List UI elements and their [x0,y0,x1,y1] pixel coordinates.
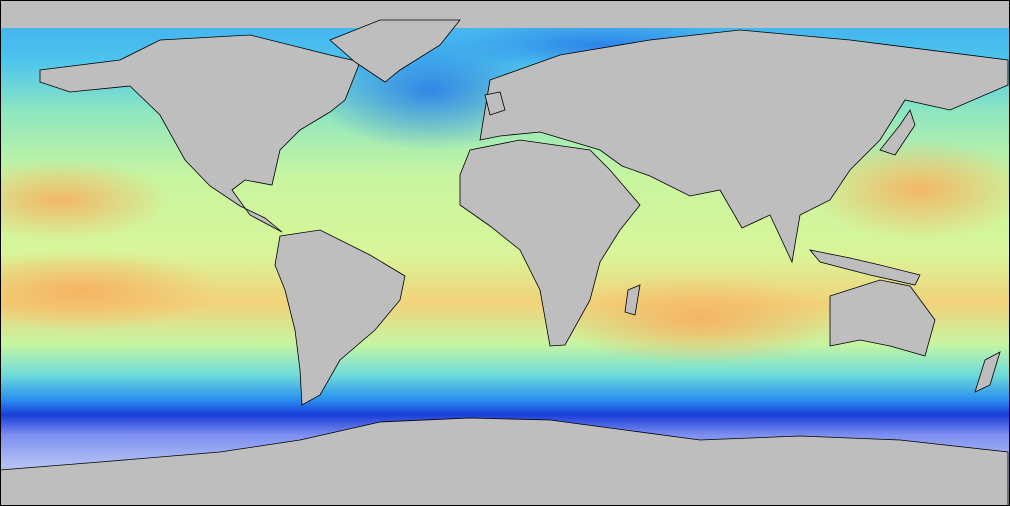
north-america [39,34,361,233]
warm-region [810,140,1010,240]
africa [459,139,641,347]
greenland [329,19,461,83]
australia [829,279,936,357]
eurasia [479,29,1009,264]
madagascar [624,284,641,316]
british-isles [484,91,506,116]
warm-region [0,160,170,240]
warm-region [0,250,220,330]
south-america [274,229,406,406]
arctic [0,0,1010,28]
antarctica [0,417,1009,506]
new-zealand [974,351,1001,393]
indonesia [808,249,921,286]
japan [879,109,916,156]
warm-region [560,275,840,365]
